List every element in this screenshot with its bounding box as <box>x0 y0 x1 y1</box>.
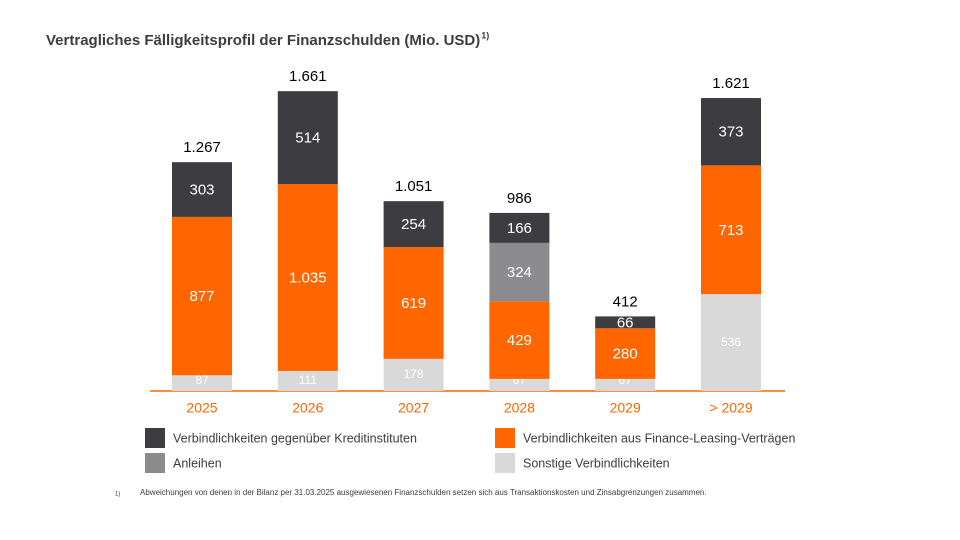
segment-label: 280 <box>613 346 638 363</box>
bar-segment <box>172 162 232 217</box>
footnote-marker: 1) <box>115 492 120 498</box>
segment-label: 429 <box>507 332 532 349</box>
bar-segment <box>489 212 550 243</box>
bar-segment <box>595 316 656 329</box>
bar-segment <box>383 247 444 359</box>
bar-segment <box>383 358 444 391</box>
segment-label: 536 <box>721 335 741 349</box>
footnote-text: Abweichungen von denen in der Bilanz per… <box>140 488 707 497</box>
bar-segment <box>277 91 338 185</box>
x-tick-label: 2028 <box>504 400 535 416</box>
bar-segment <box>595 328 656 379</box>
bar-segment <box>489 378 550 391</box>
x-tick-label: 2027 <box>398 400 429 416</box>
segment-label: 87 <box>195 373 209 387</box>
bar-segment <box>172 375 232 391</box>
segment-label: 66 <box>617 314 634 331</box>
bar-segment <box>172 216 232 376</box>
segment-label: 514 <box>295 130 320 147</box>
segment-label: 178 <box>404 367 424 381</box>
segment-label: 1.035 <box>289 269 327 286</box>
total-label: 986 <box>507 190 532 207</box>
x-tick-label: 2025 <box>186 400 217 416</box>
legend-swatch <box>495 453 515 473</box>
legend-label: Verbindlichkeiten gegenüber Kreditinstit… <box>173 431 417 445</box>
segment-label: 254 <box>401 216 426 233</box>
x-tick-label: > 2029 <box>709 400 752 416</box>
segment-label: 166 <box>507 220 532 237</box>
x-tick-label: 2029 <box>610 400 641 416</box>
x-tick-label: 2026 <box>292 400 323 416</box>
total-label: 1.051 <box>395 178 433 195</box>
segment-label: 111 <box>299 373 318 387</box>
bar-segment <box>489 242 550 302</box>
legend-label: Anleihen <box>173 456 222 470</box>
segment-label: 324 <box>507 264 532 281</box>
bar-segment <box>595 378 656 391</box>
bar-segment <box>701 98 761 166</box>
bar-segment <box>277 184 338 371</box>
total-label: 1.621 <box>712 75 750 92</box>
segment-label: 303 <box>189 181 214 198</box>
chart-title: Vertragliches Fälligkeitsprofil der Fina… <box>46 32 480 49</box>
total-label: 1.661 <box>289 68 327 85</box>
legend-label: Verbindlichkeiten aus Finance-Leasing-Ve… <box>523 431 795 445</box>
bar-segment <box>277 370 338 391</box>
legend-label: Sonstige Verbindlichkeiten <box>523 456 670 470</box>
bar-segment <box>489 301 550 379</box>
total-label: 1.267 <box>183 139 221 156</box>
segment-label: 713 <box>718 222 743 239</box>
segment-label: 619 <box>401 295 426 312</box>
legend-swatch <box>145 428 165 448</box>
bar-segment <box>701 294 761 391</box>
bar-segment <box>383 201 444 248</box>
segment-label: 877 <box>189 288 214 305</box>
legend-swatch <box>145 453 165 473</box>
legend-swatch <box>495 428 515 448</box>
title-note: 1) <box>481 30 489 40</box>
total-label: 412 <box>613 294 638 311</box>
segment-label: 373 <box>718 124 743 141</box>
bar-segment <box>701 165 761 295</box>
